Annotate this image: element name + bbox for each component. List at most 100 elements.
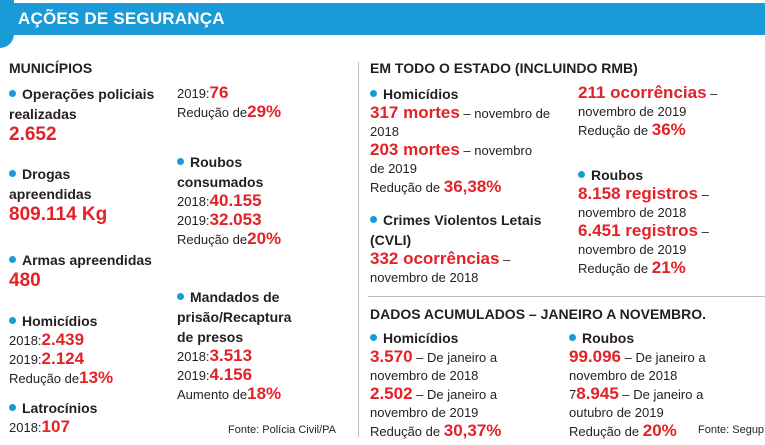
reducao-label: Redução de bbox=[578, 261, 652, 276]
bullet-icon bbox=[370, 334, 377, 341]
bullet-icon bbox=[370, 216, 377, 223]
bullet-icon bbox=[9, 90, 16, 97]
fonte-municipios: Fonte: Polícia Civil/PA bbox=[228, 424, 337, 436]
reducao-label: Redução de bbox=[177, 232, 248, 247]
banner-bar bbox=[0, 3, 765, 35]
acumulados-homicidios-block: Homicídios 3.570 – De janeiro a novembro… bbox=[370, 328, 501, 441]
bullet-icon bbox=[177, 293, 184, 300]
bullet-icon bbox=[9, 256, 16, 263]
vertical-divider bbox=[358, 62, 359, 437]
cvli-cont-block: 211 ocorrências – novembro de 2019 Reduç… bbox=[578, 84, 717, 140]
latrocinios-label: Latrocínios bbox=[22, 400, 98, 416]
cvli-reducao-value: 36% bbox=[651, 120, 686, 139]
roubos-mun-label: Roubos bbox=[190, 154, 243, 170]
period-text: – De janeiro a bbox=[412, 387, 498, 402]
period-text: – novembro bbox=[459, 143, 533, 158]
latrocinios-2019-value: 76 bbox=[209, 83, 229, 102]
estado-roubos-label: Roubos bbox=[591, 167, 644, 183]
estado-homicidios-block: Homicídios 317 mortes – novembro de 2018… bbox=[370, 84, 550, 197]
mandados-block: Mandados de prisão/Recaptura de presos 2… bbox=[177, 287, 291, 404]
roubos-mun-block: Roubos consumados 2018:40.155 2019:32.05… bbox=[177, 152, 281, 249]
year-label: 2019: bbox=[177, 213, 210, 228]
mandados-label-2: prisão/Recaptura bbox=[177, 309, 292, 325]
year-label: 2019: bbox=[177, 86, 210, 101]
operacoes-value: 2.652 bbox=[9, 124, 57, 145]
bullet-icon bbox=[578, 171, 585, 178]
year-label: 2018: bbox=[177, 349, 210, 364]
homicidios-mun-label: Homicídios bbox=[22, 313, 98, 329]
reducao-label: Redução de bbox=[569, 424, 643, 439]
year-label: 2018: bbox=[177, 194, 210, 209]
page-title: AÇÕES DE SEGURANÇA bbox=[18, 9, 225, 28]
estado-header: EM TODO O ESTADO (INCLUINDO RMB) bbox=[370, 60, 638, 76]
period-text: – De janeiro a bbox=[618, 387, 704, 402]
bullet-icon bbox=[9, 404, 16, 411]
period-text: novembro de 2019 bbox=[578, 104, 687, 119]
cvli-label-2: (CVLI) bbox=[370, 232, 412, 248]
reducao-label: Redução de bbox=[177, 105, 248, 120]
value-prefix: 7 bbox=[569, 387, 577, 402]
roubos-2019-value: 32.053 bbox=[209, 210, 262, 229]
acumulados-roubos-2019-value: 8.945 bbox=[576, 384, 619, 403]
roubos-2018-value: 40.155 bbox=[209, 191, 262, 210]
acumulados-header: DADOS ACUMULADOS – JANEIRO A NOVEMBRO. bbox=[370, 306, 707, 322]
homicidios-mun-block: Homicídios 2018:2.439 2019:2.124 Redução… bbox=[9, 311, 113, 388]
period-text: – bbox=[499, 252, 511, 267]
bullet-icon bbox=[177, 158, 184, 165]
estado-homicidios-reducao-value: 36,38% bbox=[443, 177, 502, 196]
latrocinios-2018-value: 107 bbox=[41, 417, 70, 436]
banner-tab bbox=[0, 0, 14, 48]
estado-homicidios-label: Homicídios bbox=[383, 86, 459, 102]
armas-value: 480 bbox=[9, 270, 41, 291]
bullet-icon bbox=[9, 317, 16, 324]
period-text: novembro de 2018 bbox=[578, 205, 687, 220]
mandados-label: Mandados de bbox=[190, 289, 280, 305]
estado-roubos-2019-value: 6.451 registros bbox=[578, 221, 699, 240]
period-text: novembro de 2018 bbox=[569, 368, 678, 383]
acumulados-roubos-block: Roubos 99.096 – De janeiro a novembro de… bbox=[569, 328, 706, 441]
cvli-2018-value: 332 ocorrências bbox=[370, 249, 500, 268]
reducao-label: Redução de bbox=[370, 424, 444, 439]
mandados-2019-value: 4.156 bbox=[209, 365, 253, 384]
reducao-label: Redução de bbox=[578, 123, 652, 138]
acumulados-homicidios-reducao-value: 30,37% bbox=[443, 421, 502, 440]
homicidios-reducao-value: 13% bbox=[79, 368, 114, 387]
period-text: – bbox=[698, 187, 709, 202]
estado-homicidios-2018-value: 317 mortes bbox=[370, 103, 460, 122]
mandados-aumento-value: 18% bbox=[247, 384, 282, 403]
period-text: – novembro de bbox=[459, 106, 551, 121]
roubos-mun-label-2: consumados bbox=[177, 174, 264, 190]
operacoes-label-2: realizadas bbox=[9, 106, 77, 122]
period-text: novembro de 2018 bbox=[370, 270, 479, 285]
roubos-reducao-value: 20% bbox=[247, 229, 282, 248]
bullet-icon bbox=[569, 334, 576, 341]
period-text: – bbox=[706, 86, 718, 101]
latrocinios-cont-block: 2019:76 Redução de29% bbox=[177, 84, 281, 122]
horizontal-divider bbox=[368, 296, 765, 297]
drogas-label-2: apreendidas bbox=[9, 186, 92, 202]
aumento-label: Aumento de bbox=[177, 387, 248, 402]
estado-roubos-block: Roubos 8.158 registros – novembro de 201… bbox=[578, 165, 709, 278]
drogas-value: 809.114 Kg bbox=[9, 204, 108, 225]
operacoes-label: Operações policiais bbox=[22, 86, 155, 102]
year-label: 2018: bbox=[9, 333, 42, 348]
reducao-label: Redução de bbox=[9, 371, 80, 386]
mandados-label-3: de presos bbox=[177, 329, 244, 345]
latrocinios-reducao-value: 29% bbox=[247, 102, 282, 121]
title-banner: AÇÕES DE SEGURANÇA bbox=[0, 0, 765, 48]
estado-roubos-2018-value: 8.158 registros bbox=[578, 184, 699, 203]
bullet-icon bbox=[370, 90, 377, 97]
period-text: – bbox=[698, 224, 709, 239]
drogas-block: Drogas apreendidas 809.114 Kg bbox=[9, 164, 107, 225]
latrocinios-block: Latrocínios 2018:107 bbox=[9, 398, 97, 437]
year-label: 2019: bbox=[177, 368, 210, 383]
acumulados-roubos-label: Roubos bbox=[582, 330, 635, 346]
estado-homicidios-2019-value: 203 mortes bbox=[370, 140, 460, 159]
acumulados-roubos-reducao-value: 20% bbox=[642, 421, 677, 440]
armas-label: Armas apreendidas bbox=[22, 252, 152, 268]
cvli-2019-value: 211 ocorrências bbox=[578, 83, 707, 102]
year-label: 2019: bbox=[9, 352, 42, 367]
period-text: – De janeiro a bbox=[412, 350, 498, 365]
period-text: 2018 bbox=[370, 124, 399, 139]
estado-roubos-reducao-value: 21% bbox=[651, 258, 686, 277]
